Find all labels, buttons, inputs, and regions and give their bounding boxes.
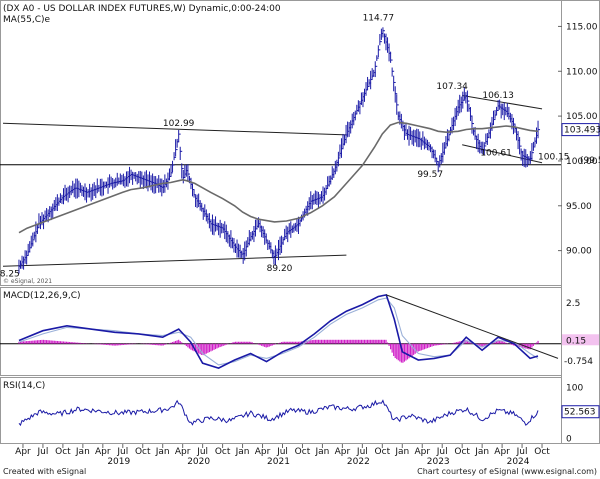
- price-annotation: 99.57: [417, 170, 443, 180]
- price-ytick-label: 110.00: [566, 67, 598, 77]
- macd-hist-value: 0.15: [566, 336, 586, 346]
- macd-plot: 2.5 0.15 -0.754: [0, 293, 599, 369]
- month-tick-label: Jul: [436, 447, 448, 457]
- month-tick-label: Apr: [255, 447, 271, 457]
- month-tick-label: Jul: [196, 447, 208, 457]
- trendline: [2, 254, 347, 267]
- value-axis: [561, 0, 600, 444]
- macd-trendline: [386, 294, 559, 359]
- price-annotation: (99.570): [580, 156, 600, 166]
- price-ytick-label: 105.00: [566, 112, 598, 122]
- month-tick-label: Apr: [414, 447, 430, 457]
- footer-left: Created with eSignal: [3, 467, 86, 476]
- month-tick-label: Apr: [95, 447, 111, 457]
- rsi-ytick-label: 100: [566, 384, 583, 394]
- price-ytick-label: 100.00: [566, 157, 598, 167]
- price-annotation: 100.15: [538, 153, 570, 163]
- rsi-panel: [0, 377, 562, 444]
- macd-panel: [0, 287, 562, 376]
- month-tick-label: Jul: [356, 447, 368, 457]
- rsi-ytick-label: 0: [566, 434, 572, 444]
- price-ytick-label: 90.00: [566, 247, 592, 257]
- month-tick-label: Oct: [135, 447, 151, 457]
- rsi-plot: 10050052.563: [18, 384, 600, 444]
- price-annotation: 89.20: [267, 264, 293, 274]
- trendline: [2, 122, 347, 136]
- month-tick-label: Apr: [175, 447, 191, 457]
- month-tick-label: Jul: [116, 447, 128, 457]
- last-price-box: [561, 123, 600, 137]
- chart-title: (DX A0 - US DOLLAR INDEX FUTURES,W) Dyna…: [3, 4, 281, 14]
- macd-line: [18, 293, 539, 369]
- price-annotation: 107.34: [436, 82, 468, 92]
- price-panel: [0, 0, 562, 286]
- macd-hist-value-box: [562, 334, 599, 346]
- ma-line: [18, 121, 539, 234]
- month-tick-label: Oct: [534, 447, 550, 457]
- time-axis: Apr Jul Oct Jan Apr Jul Oct Jan Apr Jul Oct Jan Apr J…: [15, 444, 550, 467]
- month-tick-label: Jan: [235, 447, 250, 457]
- month-tick-label: Jan: [75, 447, 90, 457]
- month-tick-label: Jul: [276, 447, 288, 457]
- macd-title: MACD(12,26,9,C): [3, 291, 81, 301]
- last-price-label: 103.493: [564, 126, 600, 136]
- month-tick-label: Jul: [36, 447, 48, 457]
- month-tick-label: Jan: [314, 447, 329, 457]
- month-tick-label: Jan: [394, 447, 409, 457]
- price-annotation: 88.25: [0, 269, 20, 279]
- month-tick-label: Apr: [494, 447, 510, 457]
- month-tick-label: Jul: [516, 447, 528, 457]
- month-tick-label: Oct: [375, 447, 391, 457]
- rsi-value-box: [561, 405, 600, 419]
- month-tick-label: Jan: [155, 447, 170, 457]
- rsi-value: 52.563: [564, 408, 596, 418]
- month-tick-label: Oct: [215, 447, 231, 457]
- ma-label: MA(55,C)e: [3, 15, 51, 25]
- year-label: 2020: [187, 457, 210, 467]
- year-label: 2019: [107, 457, 130, 467]
- month-tick-label: Jan: [474, 447, 489, 457]
- month-tick-label: Oct: [295, 447, 311, 457]
- price-ytick-label: 115.00: [566, 22, 598, 32]
- month-tick-label: Apr: [15, 447, 31, 457]
- year-label: 2022: [347, 457, 370, 467]
- price-annotation: 106.13: [482, 91, 514, 101]
- macd-value: -0.754: [564, 357, 593, 367]
- month-tick-label: Apr: [335, 447, 351, 457]
- rsi-line: [18, 399, 539, 427]
- price-annotations: 88.25 102.99 89.20 114.77 107.34 106.13 99.57 1…: [0, 13, 600, 279]
- year-label: 2021: [267, 457, 290, 467]
- price-ytick-label: 95.00: [566, 202, 592, 212]
- month-tick-label: Oct: [55, 447, 71, 457]
- price-annotation: 102.99: [163, 119, 195, 129]
- copyright-text: © eSignal, 2021: [3, 278, 52, 285]
- year-label: 2023: [427, 457, 450, 467]
- month-tick-label: Oct: [454, 447, 470, 457]
- price-annotation: 114.77: [363, 13, 395, 23]
- price-plot: 90.00 95.00 100.00 105.00 110.00 115.00: [0, 22, 598, 274]
- macd-ytick-label: 2.5: [566, 299, 580, 309]
- rsi-title: RSI(14,C): [3, 381, 45, 391]
- year-label: 2024: [507, 457, 530, 467]
- price-annotation: 100.61: [480, 148, 512, 158]
- footer-right: Chart courtesy of eSignal (www.esignal.c…: [417, 467, 597, 476]
- trendline: [462, 94, 543, 110]
